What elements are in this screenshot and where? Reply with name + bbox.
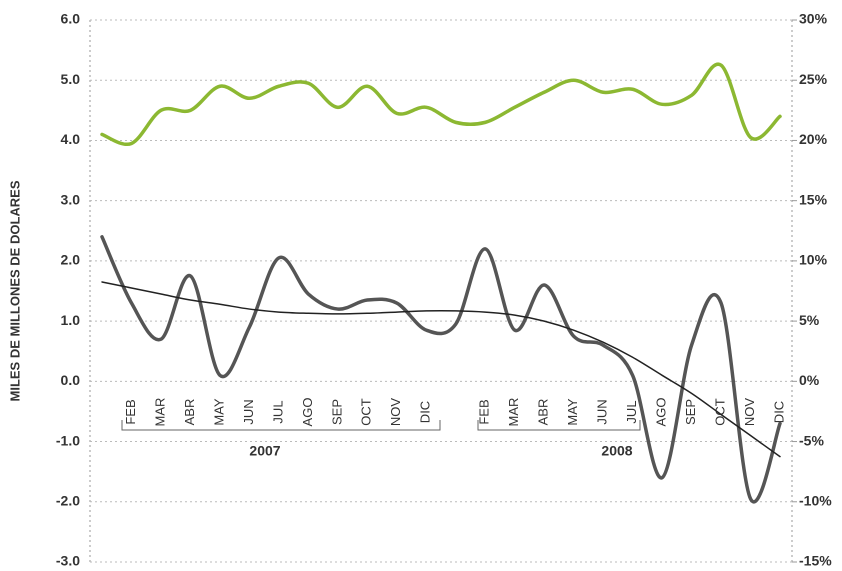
x-tick-label: SEP	[329, 399, 344, 425]
y2-tick-label: 30%	[799, 11, 828, 27]
y-tick-label: 1.0	[61, 312, 81, 328]
x-tick-label: AGO	[300, 398, 315, 427]
y2-tick-label: 0%	[799, 372, 820, 388]
y2-tick-label: 15%	[799, 191, 828, 207]
y-tick-label: 3.0	[61, 191, 81, 207]
y2-tick-label: -15%	[799, 553, 832, 569]
y2-tick-label: 5%	[799, 312, 820, 328]
x-tick-label: MAR	[152, 398, 167, 427]
x-tick-label: SEP	[683, 399, 698, 425]
x-tick-label: FEB	[123, 399, 138, 424]
y-tick-label: 4.0	[61, 131, 81, 147]
x-tick-label: ABR	[182, 399, 197, 426]
x-tick-label: MAY	[565, 398, 580, 426]
x-tick-label: JUN	[241, 399, 256, 424]
x-tick-label: NOV	[388, 398, 403, 427]
x-tick-label: OCT	[712, 398, 727, 426]
x-tick-label: ABR	[536, 399, 551, 426]
y-axis-title: MILES DE MILLONES DE DOLARES	[7, 180, 22, 401]
y-tick-label: 6.0	[61, 11, 81, 27]
year-bracket	[121, 420, 641, 431]
series-line	[100, 62, 782, 147]
year-label: 2008	[601, 443, 632, 459]
x-tick-label: JUN	[595, 399, 610, 424]
x-tick-label: AGO	[654, 398, 669, 427]
y-tick-label: -2.0	[56, 492, 80, 508]
y2-tick-label: 25%	[799, 71, 828, 87]
series-line	[101, 281, 781, 458]
y-tick-label: 2.0	[61, 252, 81, 268]
x-tick-label: JUL	[624, 400, 639, 423]
x-tick-label: DIC	[771, 401, 786, 423]
y2-tick-label: 20%	[799, 131, 828, 147]
x-tick-label: OCT	[359, 398, 374, 426]
y-tick-label: -1.0	[56, 432, 80, 448]
year-label: 2007	[249, 443, 280, 459]
x-tick-label: JUL	[270, 400, 285, 423]
x-tick-label: DIC	[418, 401, 433, 423]
x-tick-label: NOV	[742, 398, 757, 427]
series-line	[100, 235, 782, 504]
y2-tick-label: -10%	[799, 492, 832, 508]
y-tick-label: 0.0	[61, 372, 81, 388]
x-tick-label: MAR	[506, 398, 521, 427]
y2-tick-label: 10%	[799, 252, 828, 268]
x-tick-label: MAY	[211, 398, 226, 426]
y-tick-label: 5.0	[61, 71, 81, 87]
y2-tick-label: -5%	[799, 432, 824, 448]
x-tick-label: FEB	[477, 399, 492, 424]
y-tick-label: -3.0	[56, 553, 80, 569]
